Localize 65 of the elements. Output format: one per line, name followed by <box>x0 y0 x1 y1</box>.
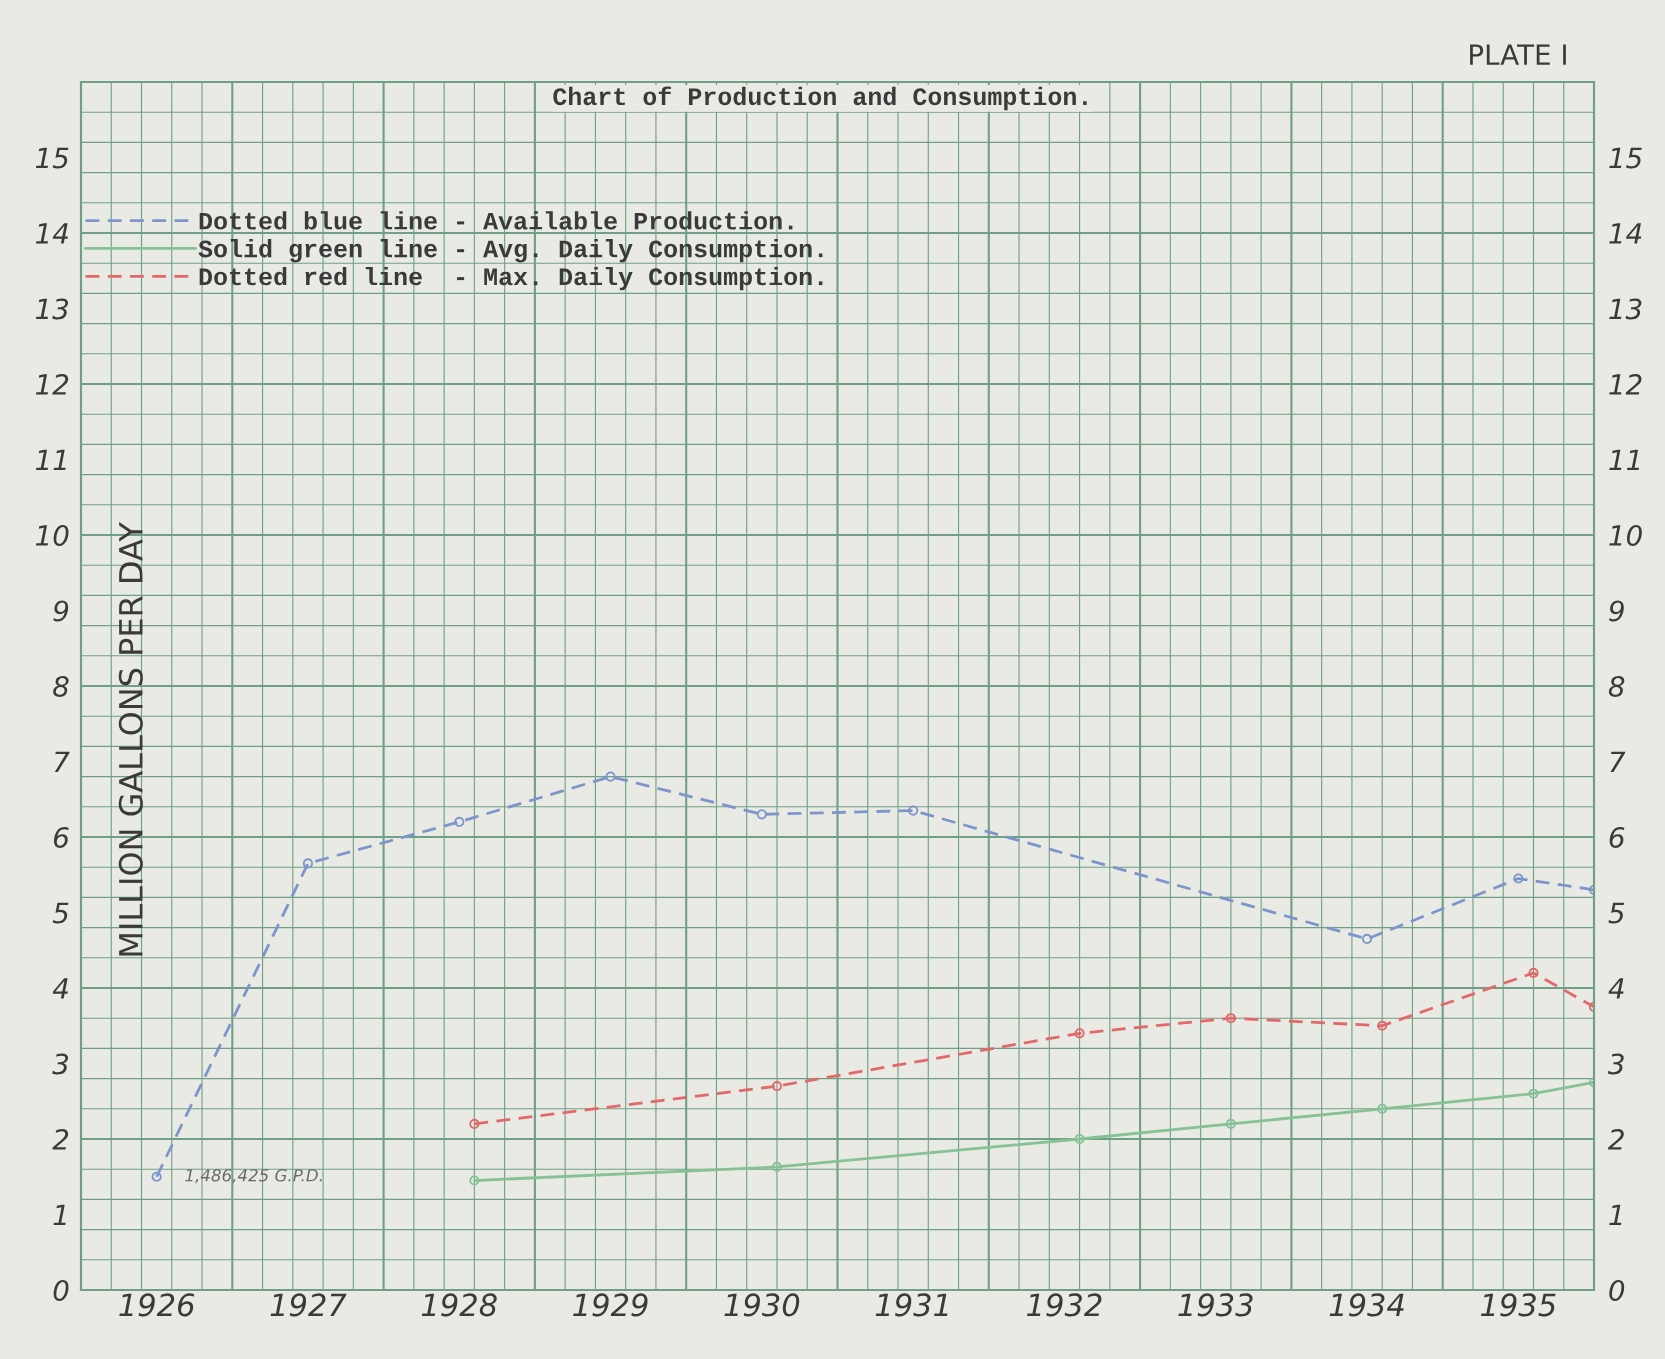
point <box>469 1175 480 1186</box>
chart-title: Chart of Production and Consumption. <box>553 86 1087 111</box>
y2-tick-label: 1 <box>1609 1204 1622 1226</box>
y-tick-label: 8 <box>53 675 69 697</box>
y2-tick-label: 6 <box>1609 826 1625 848</box>
x-tick-label: 1932 <box>1027 1293 1102 1317</box>
y-tick-label: 7 <box>54 751 70 773</box>
point <box>771 1161 783 1173</box>
y-tick-label: 10 <box>35 524 69 546</box>
y2-tick-label: 12 <box>1609 373 1642 395</box>
point <box>1074 1133 1085 1145</box>
point <box>151 1171 162 1182</box>
point <box>908 805 919 816</box>
y-tick-label: 0 <box>53 1279 69 1301</box>
point <box>1361 933 1373 944</box>
y-tick-label: 9 <box>53 600 69 622</box>
y-tick-label: 12 <box>35 373 69 395</box>
x-tick-label: 1934 <box>1329 1293 1404 1317</box>
point <box>756 809 767 820</box>
x-tick-label: 1926 <box>119 1293 195 1317</box>
y2-tick-label: 14 <box>1609 223 1642 244</box>
point <box>469 1118 480 1129</box>
y2-tick-label: 11 <box>1609 449 1640 471</box>
y2-tick-label: 7 <box>1610 751 1626 773</box>
y2-tick-label: 2 <box>1608 1128 1624 1150</box>
y-tick-label: 14 <box>35 223 68 244</box>
point <box>302 858 314 869</box>
point <box>1528 967 1539 978</box>
point <box>1528 1088 1539 1099</box>
point <box>1225 1013 1236 1024</box>
y2-tick-label: 13 <box>1609 298 1642 320</box>
y-axis-title: MILLION GALLONS PER DAY <box>118 522 143 956</box>
y-tick-label: 3 <box>52 1053 69 1075</box>
y2-tick-label: 3 <box>1607 1053 1624 1075</box>
y2-tick-label: 8 <box>1608 675 1625 697</box>
x-tick-label: 1929 <box>573 1293 648 1317</box>
text: PLATE I <box>1470 44 1566 65</box>
x-tick-label: 1933 <box>1178 1293 1253 1317</box>
point <box>454 816 465 827</box>
point <box>1513 873 1524 884</box>
y-tick-label: 2 <box>52 1128 69 1150</box>
point <box>1377 1020 1388 1031</box>
x-tick-label: 1927 <box>270 1293 347 1317</box>
y-tick-label: 4 <box>52 978 68 999</box>
point <box>605 771 616 782</box>
y-tick-label: 13 <box>35 298 69 320</box>
y2-tick-label: 4 <box>1608 978 1624 999</box>
x-tick-label: 1928 <box>421 1293 497 1317</box>
y2-tick-label: 0 <box>1609 1279 1625 1301</box>
y-tick-label: 1 <box>53 1204 66 1226</box>
y2-tick-label: 5 <box>1608 902 1625 924</box>
x-tick-label: 1935 <box>1480 1293 1556 1317</box>
point <box>1225 1118 1236 1129</box>
y-tick-label: 11 <box>35 449 66 471</box>
y2-tick-label: 9 <box>1609 600 1624 622</box>
x-tick-label: 1930 <box>724 1293 800 1317</box>
point <box>771 1081 783 1092</box>
y-tick-label: 15 <box>35 147 69 169</box>
y-tick-label: 5 <box>52 902 69 924</box>
x-tick-label: 1931 <box>875 1293 948 1317</box>
y2-tick-label: 15 <box>1609 147 1642 169</box>
y-tick-label: 6 <box>53 826 69 848</box>
point <box>1377 1103 1388 1114</box>
point <box>1074 1028 1085 1039</box>
y2-tick-label: 10 <box>1609 524 1642 546</box>
